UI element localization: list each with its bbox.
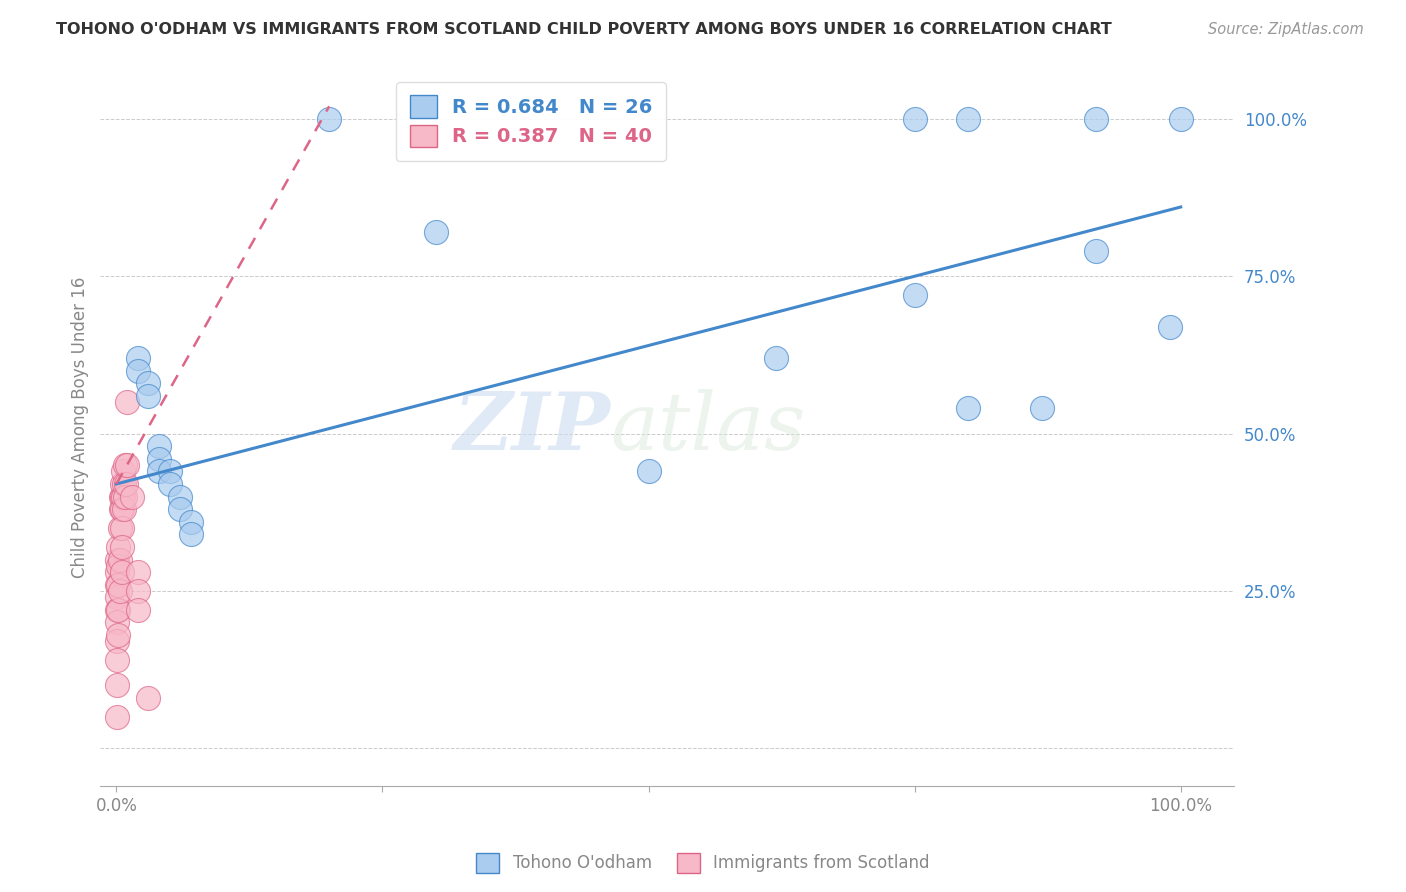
Point xyxy=(105,710,128,724)
Point xyxy=(105,565,128,579)
Point xyxy=(107,577,129,591)
Point xyxy=(112,502,135,516)
Point xyxy=(105,653,128,667)
Point xyxy=(112,477,135,491)
Point xyxy=(107,558,129,573)
Point xyxy=(105,678,128,692)
Text: ZIP: ZIP xyxy=(454,389,610,467)
Point xyxy=(111,477,134,491)
Point xyxy=(1084,244,1107,258)
Point xyxy=(180,515,202,529)
Point xyxy=(127,603,149,617)
Point xyxy=(110,502,132,516)
Point xyxy=(108,552,131,566)
Point xyxy=(136,691,159,706)
Point xyxy=(136,389,159,403)
Point xyxy=(111,565,134,579)
Point xyxy=(107,628,129,642)
Point xyxy=(105,634,128,648)
Point xyxy=(904,288,927,302)
Point xyxy=(169,502,191,516)
Point xyxy=(114,490,136,504)
Text: Source: ZipAtlas.com: Source: ZipAtlas.com xyxy=(1208,22,1364,37)
Point xyxy=(105,603,128,617)
Point xyxy=(107,603,129,617)
Point xyxy=(159,464,181,478)
Point xyxy=(127,351,149,365)
Point xyxy=(108,584,131,599)
Point xyxy=(148,451,170,466)
Point xyxy=(425,225,447,239)
Point xyxy=(105,591,128,605)
Point xyxy=(1159,319,1181,334)
Point xyxy=(765,351,787,365)
Legend: R = 0.684   N = 26, R = 0.387   N = 40: R = 0.684 N = 26, R = 0.387 N = 40 xyxy=(396,82,666,161)
Point xyxy=(127,584,149,599)
Point xyxy=(105,615,128,630)
Point xyxy=(110,490,132,504)
Point xyxy=(136,376,159,391)
Point xyxy=(111,490,134,504)
Point xyxy=(105,552,128,566)
Point xyxy=(111,540,134,554)
Point xyxy=(111,502,134,516)
Point xyxy=(121,490,143,504)
Point xyxy=(107,540,129,554)
Point xyxy=(108,521,131,535)
Point xyxy=(148,439,170,453)
Point xyxy=(111,490,134,504)
Point xyxy=(114,458,136,472)
Point xyxy=(1084,112,1107,126)
Point xyxy=(105,577,128,591)
Point xyxy=(1170,112,1192,126)
Point xyxy=(127,565,149,579)
Y-axis label: Child Poverty Among Boys Under 16: Child Poverty Among Boys Under 16 xyxy=(72,277,89,578)
Point xyxy=(115,395,138,409)
Legend: Tohono O'odham, Immigrants from Scotland: Tohono O'odham, Immigrants from Scotland xyxy=(470,847,936,880)
Point xyxy=(159,477,181,491)
Point xyxy=(111,464,134,478)
Point xyxy=(956,401,979,416)
Text: TOHONO O'ODHAM VS IMMIGRANTS FROM SCOTLAND CHILD POVERTY AMONG BOYS UNDER 16 COR: TOHONO O'ODHAM VS IMMIGRANTS FROM SCOTLA… xyxy=(56,22,1112,37)
Point xyxy=(115,458,138,472)
Point xyxy=(148,464,170,478)
Point xyxy=(1031,401,1053,416)
Point xyxy=(637,464,659,478)
Point xyxy=(904,112,927,126)
Point xyxy=(956,112,979,126)
Text: atlas: atlas xyxy=(610,389,806,467)
Point xyxy=(127,364,149,378)
Point xyxy=(115,477,138,491)
Point xyxy=(169,490,191,504)
Point xyxy=(318,112,340,126)
Point xyxy=(180,527,202,541)
Point xyxy=(111,521,134,535)
